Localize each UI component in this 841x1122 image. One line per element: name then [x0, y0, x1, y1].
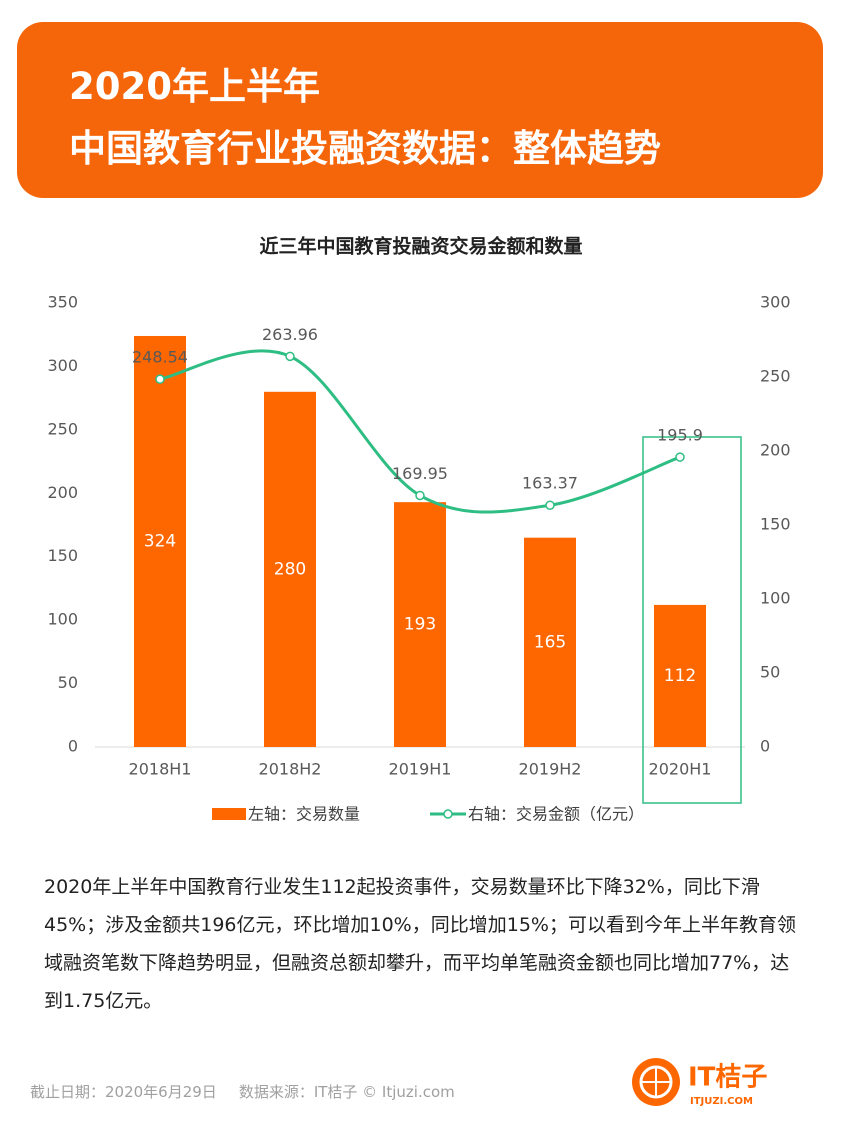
footer: 截止日期：2020年6月29日 数据来源：IT桔子 © Itjuzi.com — [30, 1081, 477, 1102]
line-value-label: 163.37 — [522, 474, 578, 493]
bar-value-label: 280 — [274, 559, 306, 579]
title-line: 2020年上半年 — [69, 65, 320, 108]
legend-swatch — [212, 808, 246, 820]
y2-tick-label: 300 — [760, 293, 791, 312]
y-tick-label: 300 — [47, 356, 78, 375]
y-tick-label: 50 — [58, 673, 78, 692]
y-tick-label: 100 — [47, 610, 78, 629]
y-tick-label: 0 — [68, 737, 78, 756]
line — [159, 349, 681, 514]
bar-value-label: 112 — [664, 666, 696, 686]
legend-swatch-point — [443, 809, 453, 819]
highlight-box — [642, 436, 742, 804]
y-tick-label: 200 — [47, 483, 78, 502]
y-tick-label: 350 — [47, 293, 78, 312]
y2-tick-label: 250 — [760, 367, 791, 386]
line-point — [155, 374, 165, 384]
title-line: 中国教育行业投融资数据：整体趋势 — [69, 127, 661, 170]
bar — [524, 537, 576, 747]
line-value-label: 169.95 — [392, 464, 448, 483]
y2-tick-label: 100 — [760, 589, 791, 608]
bar-value-label: 165 — [534, 632, 566, 652]
footer-date: 截止日期：2020年6月29日 — [30, 1083, 217, 1101]
y2-tick-label: 50 — [760, 663, 780, 682]
line-point — [285, 351, 295, 362]
logo-url: ITJUZI.COM — [690, 1096, 753, 1107]
line-value-label: 263.96 — [262, 325, 318, 344]
line-value-label: 248.54 — [132, 348, 188, 367]
legend-label: 右轴：交易金额（亿元） — [468, 805, 644, 824]
bar — [394, 502, 446, 747]
y2-tick-label: 0 — [760, 737, 770, 756]
x-tick-label: 2018H2 — [259, 760, 322, 779]
chart-title: 近三年中国教育投融资交易金额和数量 — [259, 235, 582, 258]
y-tick-label: 250 — [47, 419, 78, 438]
y2-tick-label: 200 — [760, 441, 791, 460]
bar-value-label: 193 — [404, 615, 436, 635]
bar-value-label: 324 — [144, 531, 176, 551]
line-point — [675, 452, 685, 462]
y-tick-label: 150 — [47, 546, 78, 565]
line-point — [545, 500, 555, 510]
bar — [654, 604, 706, 747]
logo-name: IT桔子 — [688, 1063, 767, 1093]
header: 2020年上半年 中国教育行业投融资数据：整体趋势 — [17, 22, 823, 198]
x-tick-label: 2019H2 — [519, 760, 582, 779]
chart: 近三年中国教育投融资交易金额和数量 0 50 100 150 200 250 300 350 0… — [47, 235, 791, 824]
bar — [134, 335, 186, 747]
bar — [264, 391, 316, 747]
logo: IT桔子 ITJUZI.COM — [632, 1058, 767, 1107]
line-point — [415, 490, 425, 501]
x-tick-label: 2018H1 — [129, 760, 192, 779]
x-tick-label: 2019H1 — [389, 760, 452, 779]
paragraph: 2020年上半年中国教育行业发生112起投资事件，交易数量环比下降32%，同比下… — [44, 876, 796, 1012]
line-value-label: 195.9 — [657, 426, 703, 445]
footer-source: 数据来源：IT桔子 © Itjuzi.com — [238, 1083, 455, 1101]
x-tick-label: 2020H1 — [649, 760, 712, 779]
y2-tick-label: 150 — [760, 515, 791, 534]
legend-label: 左轴：交易数量 — [248, 805, 360, 824]
